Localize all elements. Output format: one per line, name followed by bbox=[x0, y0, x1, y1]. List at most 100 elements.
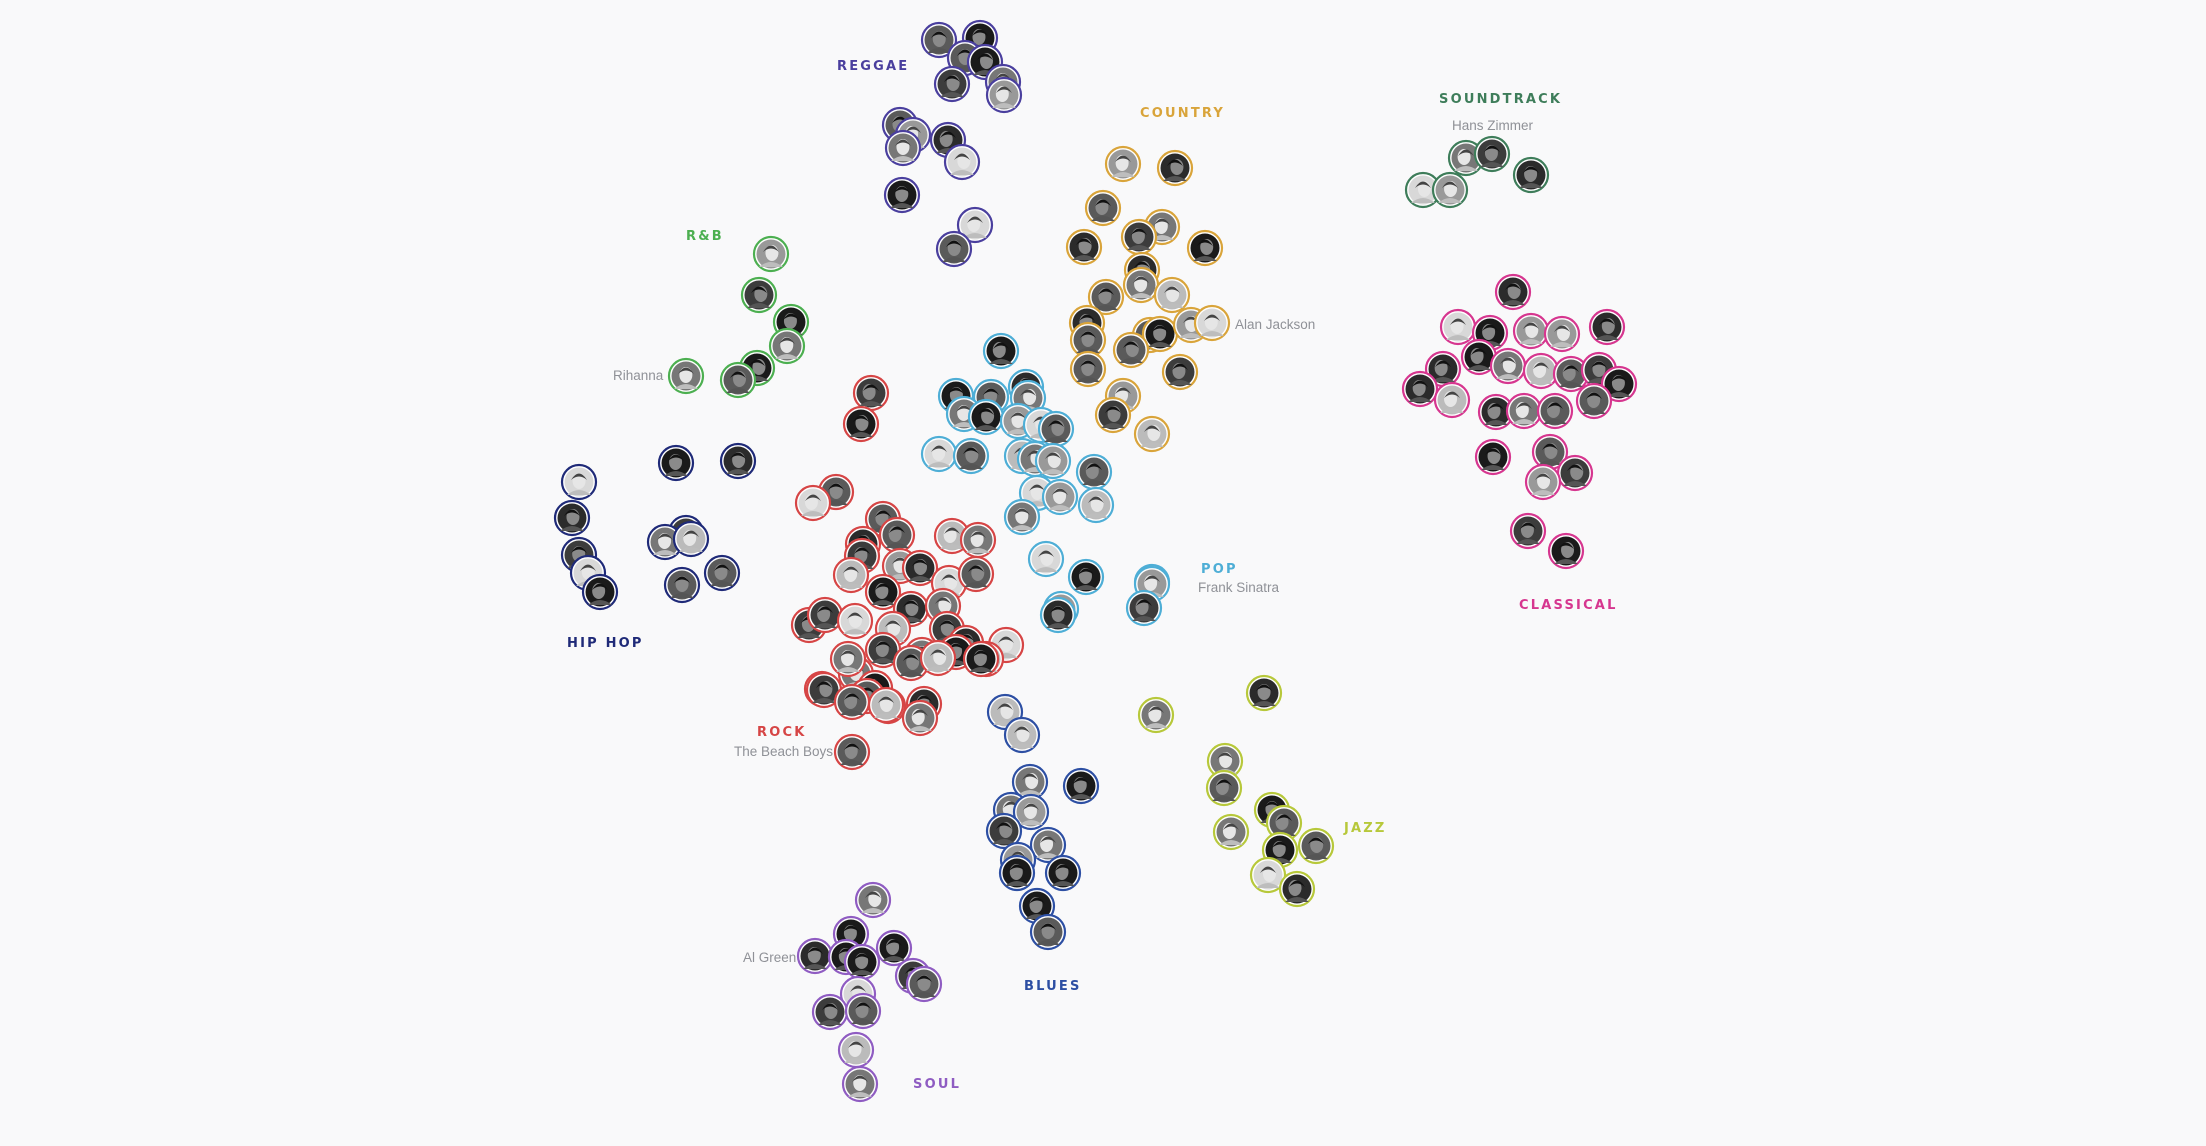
artist-bubble[interactable] bbox=[920, 435, 958, 473]
artist-bubble[interactable] bbox=[646, 523, 684, 561]
artist-bubble[interactable] bbox=[1011, 763, 1049, 801]
artist-bubble[interactable] bbox=[1433, 381, 1471, 419]
artist-bubble[interactable] bbox=[905, 965, 943, 1003]
artist-bubble[interactable] bbox=[833, 733, 871, 771]
artist-bubble[interactable] bbox=[935, 230, 973, 268]
artist-bubble[interactable] bbox=[1524, 463, 1562, 501]
artist-bubble[interactable] bbox=[740, 276, 778, 314]
artist-bubble[interactable] bbox=[843, 943, 881, 981]
artist-bubble[interactable] bbox=[837, 1031, 875, 1069]
artist-bubble[interactable] bbox=[1249, 856, 1287, 894]
artist-bubble[interactable] bbox=[805, 671, 843, 709]
artist-bubble[interactable] bbox=[1003, 716, 1041, 754]
artist-label-beach-boys[interactable]: The Beach Boys bbox=[734, 744, 833, 759]
artist-bubble[interactable] bbox=[833, 683, 871, 721]
artist-bubble[interactable] bbox=[1067, 558, 1105, 596]
artist-bubble[interactable] bbox=[1029, 913, 1067, 951]
artist-bubble[interactable] bbox=[1156, 149, 1194, 187]
artist-bubble[interactable] bbox=[1029, 826, 1067, 864]
artist-bubble[interactable] bbox=[806, 596, 844, 634]
artist-bubble[interactable] bbox=[1536, 392, 1574, 430]
artist-bubble[interactable] bbox=[1193, 304, 1231, 342]
artist-bubble[interactable] bbox=[852, 374, 890, 412]
artist-label-frank-sinatra[interactable]: Frank Sinatra bbox=[1198, 580, 1280, 595]
artist-bubble[interactable] bbox=[1512, 156, 1550, 194]
artist-bubble[interactable] bbox=[1494, 273, 1532, 311]
artist-bubble[interactable] bbox=[1041, 478, 1079, 516]
artist-bubble[interactable] bbox=[892, 644, 930, 682]
artist-bubble[interactable] bbox=[796, 937, 834, 975]
artist-bubble[interactable] bbox=[1034, 442, 1072, 480]
artist-bubble[interactable] bbox=[864, 631, 902, 669]
artist-bubble[interactable] bbox=[1489, 347, 1527, 385]
artist-bubble[interactable] bbox=[1460, 338, 1498, 376]
artist-bubble[interactable] bbox=[1556, 454, 1594, 492]
artist-bubble[interactable] bbox=[956, 206, 994, 244]
artist-bubble[interactable] bbox=[841, 1065, 879, 1103]
artist-bubble[interactable] bbox=[1003, 498, 1041, 536]
artist-bubble[interactable] bbox=[1401, 370, 1439, 408]
artist-bubble[interactable] bbox=[985, 76, 1023, 114]
artist-bubble[interactable] bbox=[1112, 331, 1150, 369]
artist-label-alan-jackson[interactable]: Alan Jackson bbox=[1235, 317, 1315, 332]
artist-bubble[interactable] bbox=[883, 176, 921, 214]
artist-bubble[interactable] bbox=[1205, 769, 1243, 807]
artist-bubble[interactable] bbox=[794, 484, 832, 522]
artist-bubble[interactable] bbox=[560, 463, 598, 501]
artist-bubble[interactable] bbox=[864, 573, 902, 611]
artist-bubble[interactable] bbox=[1509, 512, 1547, 550]
artist-bubble[interactable] bbox=[982, 332, 1020, 370]
artist-bubble[interactable] bbox=[1141, 315, 1179, 353]
artist-bubble[interactable] bbox=[1522, 352, 1560, 390]
artist-bubble[interactable] bbox=[1588, 308, 1626, 346]
artist-bubble[interactable] bbox=[1104, 145, 1142, 183]
artist-bubble[interactable] bbox=[672, 520, 710, 558]
artist-bubble[interactable] bbox=[901, 699, 939, 737]
artist-bubble[interactable] bbox=[1543, 315, 1581, 353]
artist-bubble[interactable] bbox=[967, 398, 1005, 436]
artist-bubble[interactable] bbox=[1297, 827, 1335, 865]
artist-bubble[interactable] bbox=[875, 929, 913, 967]
artist-bubble[interactable] bbox=[878, 516, 916, 554]
artist-bubble[interactable] bbox=[553, 499, 591, 537]
artist-bubble[interactable] bbox=[719, 442, 757, 480]
artist-bubble[interactable] bbox=[1062, 767, 1100, 805]
artist-bubble[interactable] bbox=[842, 405, 880, 443]
artist-bubble[interactable] bbox=[657, 444, 695, 482]
artist-bubble[interactable] bbox=[1512, 312, 1550, 350]
artist-bubble[interactable] bbox=[836, 602, 874, 640]
artist-bubble[interactable] bbox=[933, 65, 971, 103]
artist-bubble[interactable] bbox=[1122, 266, 1160, 304]
artist-bubble[interactable] bbox=[854, 881, 892, 919]
artist-bubble[interactable] bbox=[667, 357, 705, 395]
artist-bubble[interactable] bbox=[1424, 350, 1462, 388]
artist-bubble[interactable] bbox=[1065, 228, 1103, 266]
artist-bubble[interactable] bbox=[1137, 696, 1175, 734]
artist-bubble[interactable] bbox=[1075, 453, 1113, 491]
artist-bubble[interactable] bbox=[581, 573, 619, 611]
artist-bubble[interactable] bbox=[1069, 350, 1107, 388]
artist-bubble[interactable] bbox=[1404, 171, 1442, 209]
artist-bubble[interactable] bbox=[919, 639, 957, 677]
artist-bubble[interactable] bbox=[1600, 365, 1638, 403]
artist-bubble[interactable] bbox=[1552, 355, 1590, 393]
artist-bubble[interactable] bbox=[901, 549, 939, 587]
artist-bubble[interactable] bbox=[884, 129, 922, 167]
artist-bubble[interactable] bbox=[829, 640, 867, 678]
artist-bubble[interactable] bbox=[1069, 321, 1107, 359]
artist-bubble[interactable] bbox=[1027, 540, 1065, 578]
artist-bubble[interactable] bbox=[962, 640, 1000, 678]
artist-bubble[interactable] bbox=[957, 555, 995, 593]
artist-bubble[interactable] bbox=[1153, 276, 1191, 314]
artist-bubble[interactable] bbox=[1087, 278, 1125, 316]
artist-bubble[interactable] bbox=[719, 361, 757, 399]
artist-bubble[interactable] bbox=[959, 521, 997, 559]
artist-bubble[interactable] bbox=[952, 437, 990, 475]
artist-bubble[interactable] bbox=[832, 556, 870, 594]
artist-bubble[interactable] bbox=[703, 554, 741, 592]
artist-bubble[interactable] bbox=[1039, 596, 1077, 634]
artist-label-al-green[interactable]: Al Green bbox=[743, 950, 796, 965]
artist-bubble[interactable] bbox=[1125, 589, 1163, 627]
artist-bubble[interactable] bbox=[1186, 229, 1224, 267]
